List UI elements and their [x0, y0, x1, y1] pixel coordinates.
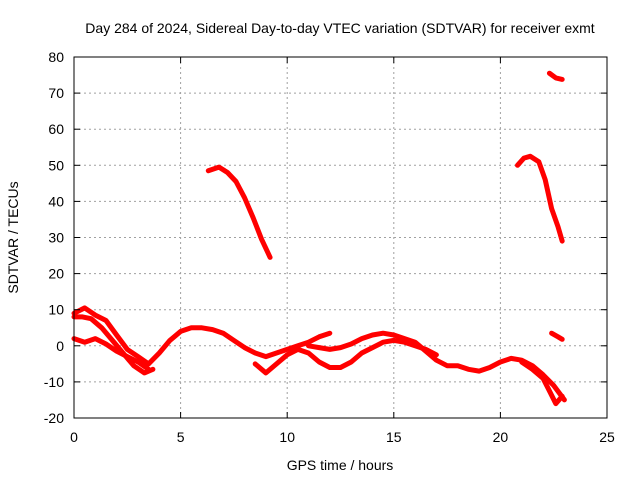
x-tick-label: 15 — [386, 429, 402, 445]
x-tick-label: 0 — [70, 429, 78, 445]
y-tick-label: 80 — [48, 49, 64, 65]
x-tick-label: 10 — [279, 429, 295, 445]
y-tick-label: 70 — [48, 85, 64, 101]
series-line-arc-f — [71, 336, 152, 372]
y-tick-label: 30 — [48, 230, 64, 246]
y-tick-label: 50 — [48, 157, 64, 173]
y-axis-label: SDTVAR / TECUs — [5, 181, 21, 293]
y-tick-label: 40 — [48, 193, 64, 209]
series-line-arc-g — [252, 337, 439, 376]
chart-title: Day 284 of 2024, Sidereal Day-to-day VTE… — [85, 20, 594, 36]
y-tick-label: 10 — [48, 302, 64, 318]
series-line-arc-d — [71, 305, 333, 367]
x-tick-label: 25 — [599, 429, 615, 445]
y-tick-label: 20 — [48, 266, 64, 282]
x-tick-label: 20 — [493, 429, 509, 445]
series-line-arc-e — [71, 314, 156, 376]
y-tick-label: -10 — [44, 374, 64, 390]
y-tick-label: 0 — [56, 338, 64, 354]
series-line-arc-j — [549, 330, 565, 342]
series-line-arc-a — [205, 164, 273, 260]
x-tick-label: 5 — [177, 429, 185, 445]
y-tick-label: 60 — [48, 121, 64, 137]
x-axis-label: GPS time / hours — [287, 457, 394, 473]
series-line-arc-c — [546, 70, 565, 82]
y-tick-label: -20 — [44, 410, 64, 426]
ticks: 0 5 10 15 20 25 -20 -10 0 10 20 30 40 50 60 70 80 — [44, 49, 615, 445]
series-line-arc-b — [515, 153, 565, 244]
series-line-arc-i — [519, 359, 565, 407]
series-layer — [71, 70, 567, 407]
